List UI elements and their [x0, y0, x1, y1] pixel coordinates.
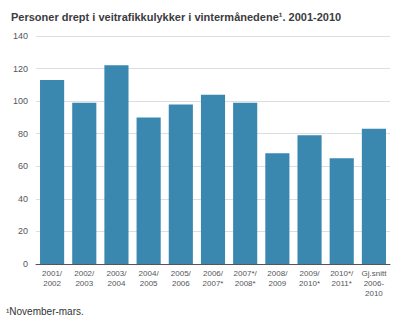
svg-text:2007*: 2007* — [203, 279, 224, 288]
svg-text:2009: 2009 — [268, 279, 286, 288]
svg-text:2002/: 2002/ — [74, 269, 95, 278]
svg-text:0: 0 — [23, 259, 28, 269]
svg-text:2010*: 2010* — [299, 279, 320, 288]
svg-text:2010*/: 2010*/ — [330, 269, 354, 278]
svg-text:2004/: 2004/ — [139, 269, 160, 278]
svg-text:140: 140 — [13, 31, 28, 41]
svg-text:Gj.snitt: Gj.snitt — [361, 269, 387, 278]
svg-text:60: 60 — [18, 161, 28, 171]
svg-text:2008*: 2008* — [235, 279, 256, 288]
svg-text:100: 100 — [13, 96, 28, 106]
svg-text:2002: 2002 — [43, 279, 61, 288]
svg-text:40: 40 — [18, 194, 28, 204]
svg-text:2007*/: 2007*/ — [234, 269, 258, 278]
svg-text:2006-: 2006- — [364, 279, 385, 288]
svg-text:¹November-mars.: ¹November-mars. — [6, 306, 84, 317]
svg-text:2009/: 2009/ — [300, 269, 321, 278]
svg-text:2001/: 2001/ — [42, 269, 63, 278]
svg-text:2011*: 2011* — [332, 279, 352, 288]
svg-text:2008/: 2008/ — [267, 269, 288, 278]
svg-text:120: 120 — [13, 64, 28, 74]
svg-text:2004: 2004 — [108, 279, 126, 288]
svg-text:20: 20 — [18, 226, 28, 236]
svg-text:2005: 2005 — [140, 279, 158, 288]
svg-text:2006: 2006 — [172, 279, 190, 288]
svg-text:80: 80 — [18, 129, 28, 139]
svg-text:2005/: 2005/ — [171, 269, 192, 278]
svg-text:2006/: 2006/ — [203, 269, 224, 278]
svg-text:2010: 2010 — [365, 289, 383, 298]
svg-text:Personer drept i veitrafikkuly: Personer drept i veitrafikkulykker i vin… — [11, 11, 341, 23]
svg-text:2003: 2003 — [75, 279, 93, 288]
svg-text:2003/: 2003/ — [106, 269, 127, 278]
